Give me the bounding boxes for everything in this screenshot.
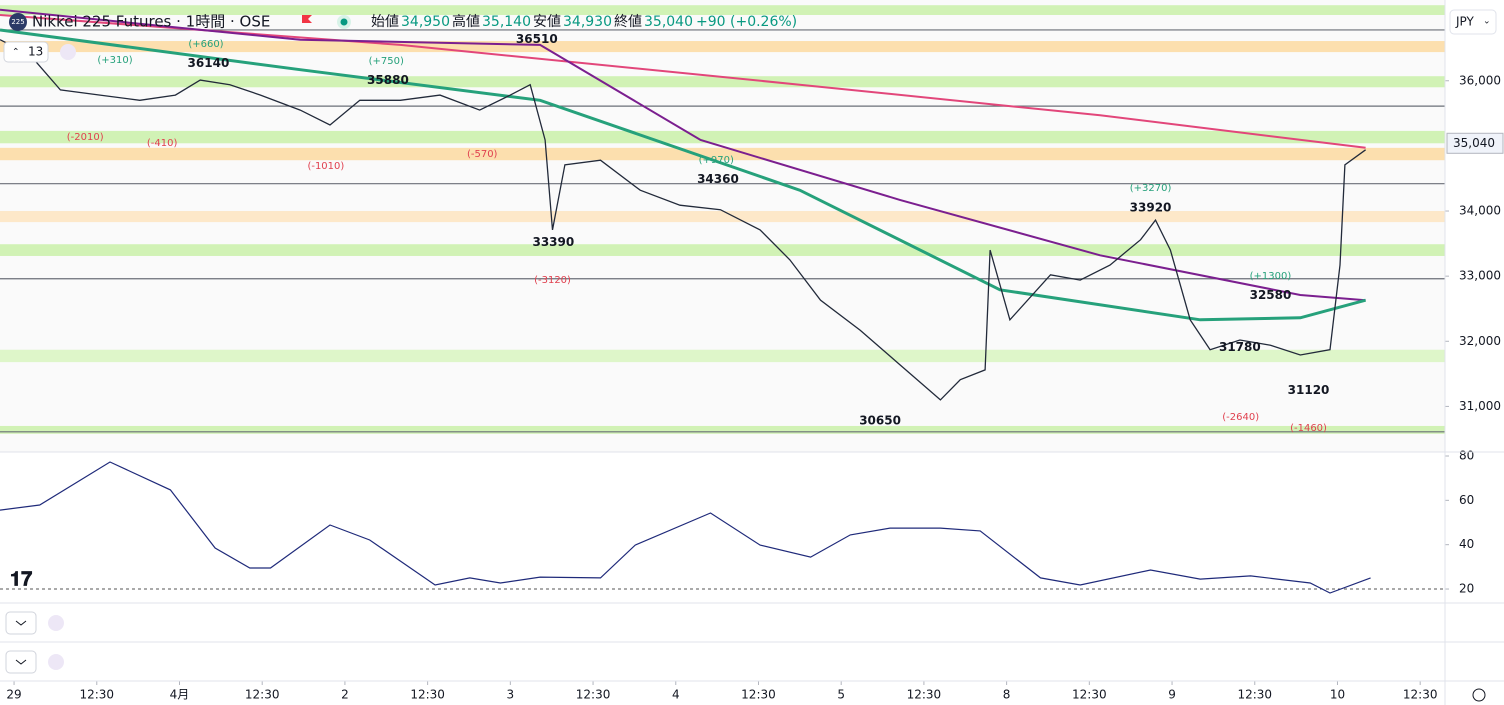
change-label: (-3120) [534,275,571,286]
change-label: (-1460) [1290,423,1327,434]
x-tick-label: 29 [6,688,21,702]
brand-logo: 𝟏𝟕 [10,567,32,591]
change-label: (-2640) [1222,412,1259,423]
change-label: (-1010) [307,161,344,172]
y-tick-label: 31,000 [1459,399,1501,413]
refresh-icon[interactable] [48,615,64,631]
high-label: 高値 [452,13,480,30]
x-tick-label: 3 [507,688,515,702]
y-tick-label: 32,000 [1459,334,1501,348]
change-label: (+3270) [1130,183,1172,194]
zone [0,147,1445,161]
y-tick-label: 40 [1459,537,1474,551]
x-tick-label: 8 [1003,688,1011,702]
low-label: 安値 [533,14,561,30]
pane-toggle[interactable] [5,611,37,635]
x-tick-label: 4月 [170,688,190,702]
price-pane [0,0,1445,452]
oscillator-line [0,461,1371,594]
logo [9,13,27,31]
open-label: 始値 [371,14,399,30]
pivot-label: 32580 [1250,288,1292,302]
zone [0,425,1445,434]
chevron [15,620,27,626]
x-tick-label: 12:30 [79,688,114,702]
x-tick-label: 12:30 [741,688,776,702]
x-tick-label: 12:30 [1072,688,1107,702]
y-tick-label: 34,000 [1459,204,1501,218]
zone [0,5,1445,15]
close-label: 終値 [614,14,642,30]
pivot-label: 33390 [532,235,574,249]
zone [0,211,1445,223]
currency: JPY [1455,15,1475,29]
refresh-icon[interactable] [60,44,76,60]
chevron: ⌄ [1483,17,1491,27]
last-price-label: 35,040 [1453,136,1495,150]
y-tick-label: 80 [1459,448,1474,462]
change-label: (+750) [369,56,404,67]
pivot-label: 35880 [367,73,409,87]
chevron: ⌃ [12,48,20,58]
price-line [0,39,1366,401]
change-label: (-2010) [67,132,104,143]
refresh-icon[interactable] [48,654,64,670]
symbol-title: Nikkei 225 Futures · 1時間 · OSE [32,13,270,31]
pivot-label: 31120 [1288,383,1330,397]
close-value: 35,040 [644,14,693,30]
logo-text: 225 [11,18,24,26]
y-tick-label: 20 [1459,582,1474,596]
x-tick-label: 12:30 [410,688,445,702]
price-line [0,14,1366,149]
x-tick-label: 9 [1168,688,1176,702]
zone [0,41,1445,53]
pivot-label: 36510 [516,32,558,46]
x-tick-label: 12:30 [245,688,280,702]
low-value: 34,930 [563,14,612,30]
y-tick-label: 36,000 [1459,73,1501,87]
y-tick-label: 60 [1459,493,1474,507]
pivot-label: 31780 [1219,340,1261,354]
change-label: (+1300) [1250,271,1292,282]
zone [0,349,1445,363]
high-value: 35,140 [482,14,531,30]
x-tick-label: 2 [341,688,349,702]
x-tick-label: 4 [672,688,680,702]
x-tick-label: 10 [1330,688,1345,702]
open-value: 34,950 [401,14,450,30]
status-dot [340,18,348,26]
x-tick-label: 12:30 [907,688,942,702]
x-tick-label: 12:30 [1237,688,1272,702]
pivot-label: 33920 [1130,201,1172,215]
zone [0,244,1445,256]
change-label: (+970) [699,155,734,166]
pivot-label: 34360 [697,172,739,186]
change-value: +90 (+0.26%) [696,14,797,30]
currency-button[interactable] [1449,9,1497,35]
indicator-count: 13 [28,45,43,59]
flag-icon [302,15,312,23]
settings-icon[interactable] [1472,688,1486,702]
pane-toggle[interactable] [5,650,37,674]
x-tick-label: 12:30 [1403,688,1438,702]
x-tick-label: 5 [837,688,845,702]
pivot-label: 30650 [859,414,901,428]
indicator-toggle[interactable] [3,41,49,63]
change-label: (-570) [467,149,498,160]
zone [0,76,1445,88]
change-label: (-410) [147,138,178,149]
chevron [15,659,27,665]
last-price-tag [1446,132,1504,154]
price-line [0,28,1366,322]
change-label: (+310) [97,55,132,66]
zone [0,130,1445,144]
change-label: (+660) [188,39,223,50]
price-line [0,8,1366,302]
pivot-label: 36140 [188,56,230,70]
x-tick-label: 12:30 [576,688,611,702]
y-tick-label: 33,000 [1459,269,1501,283]
